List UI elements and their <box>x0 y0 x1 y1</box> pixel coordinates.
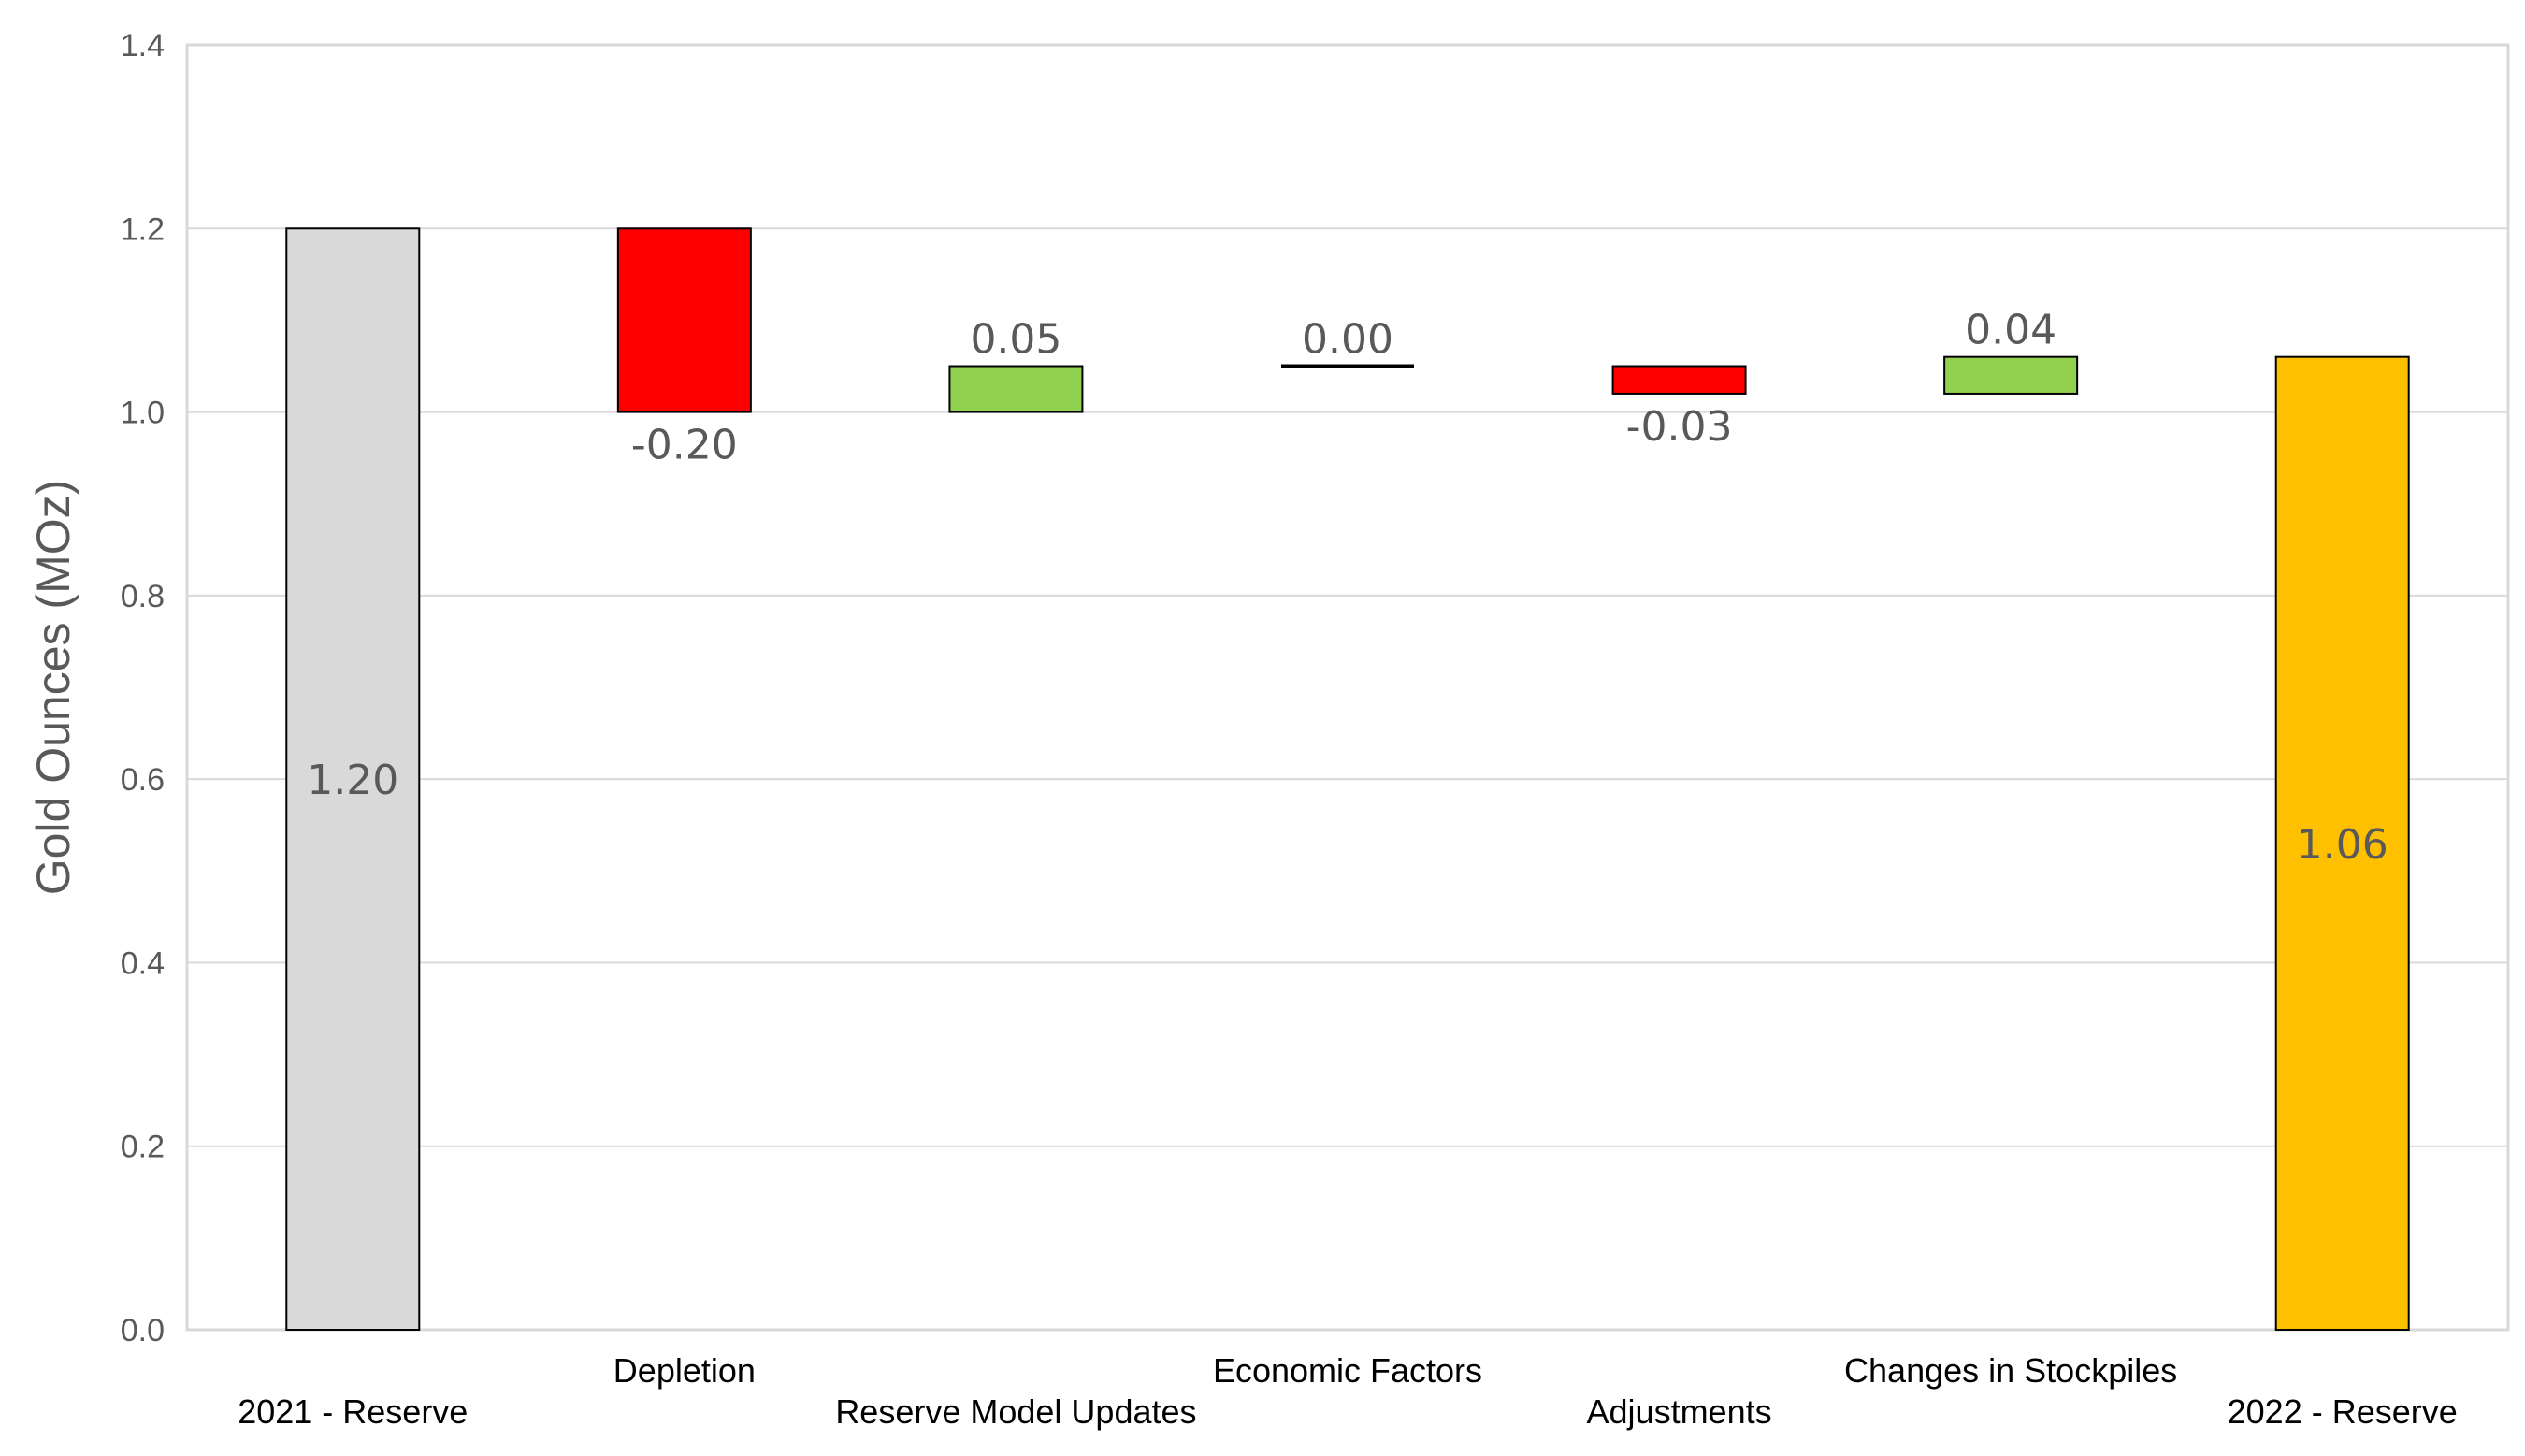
category-label: Adjustments <box>1587 1392 1772 1431</box>
data-label: -0.20 <box>631 422 738 469</box>
y-tick-label: 1.4 <box>121 28 165 64</box>
y-tick-label: 1.2 <box>121 211 165 247</box>
data-label: 0.00 <box>1302 316 1393 364</box>
category-labels: 2021 - Reserve Depletion Reserve Model Upd… <box>238 1351 2458 1431</box>
bar-0 <box>285 227 421 1331</box>
category-label: Changes in Stockpiles <box>1844 1351 2177 1390</box>
bar-6 <box>2274 355 2410 1332</box>
data-label: -0.03 <box>1626 403 1733 451</box>
bar-2 <box>948 365 1084 413</box>
category-label: Economic Factors <box>1213 1351 1482 1390</box>
y-axis-title: Gold Ounces (MOz) <box>27 480 79 896</box>
bar-1 <box>616 227 752 413</box>
bar-4 <box>1611 365 1747 395</box>
data-label: 1.06 <box>2297 821 2388 869</box>
plot-area-border <box>185 43 2510 1332</box>
y-tick-label: 0.4 <box>121 945 165 981</box>
bar-5 <box>1943 355 2079 395</box>
category-label: 2021 - Reserve <box>238 1392 468 1431</box>
gridlines <box>187 227 2508 1147</box>
data-label: 1.20 <box>307 757 398 804</box>
y-axis-ticks: 0.0 0.2 0.4 0.6 0.8 1.0 1.2 1.4 <box>121 28 165 1348</box>
category-label: Reserve Model Updates <box>835 1392 1196 1431</box>
category-label: 2022 - Reserve <box>2228 1392 2458 1431</box>
bars <box>285 227 2410 1332</box>
y-tick-label: 0.0 <box>121 1313 165 1348</box>
data-label: 0.05 <box>970 316 1061 364</box>
y-tick-label: 1.0 <box>121 396 165 431</box>
y-tick-label: 0.2 <box>121 1130 165 1165</box>
data-label: 0.04 <box>1965 307 2056 354</box>
y-tick-label: 0.8 <box>121 579 165 614</box>
y-tick-label: 0.6 <box>121 762 165 798</box>
data-labels: 1.20 -0.20 0.05 0.00 -0.03 0.04 1.06 <box>307 307 2388 869</box>
category-label: Depletion <box>613 1351 756 1390</box>
